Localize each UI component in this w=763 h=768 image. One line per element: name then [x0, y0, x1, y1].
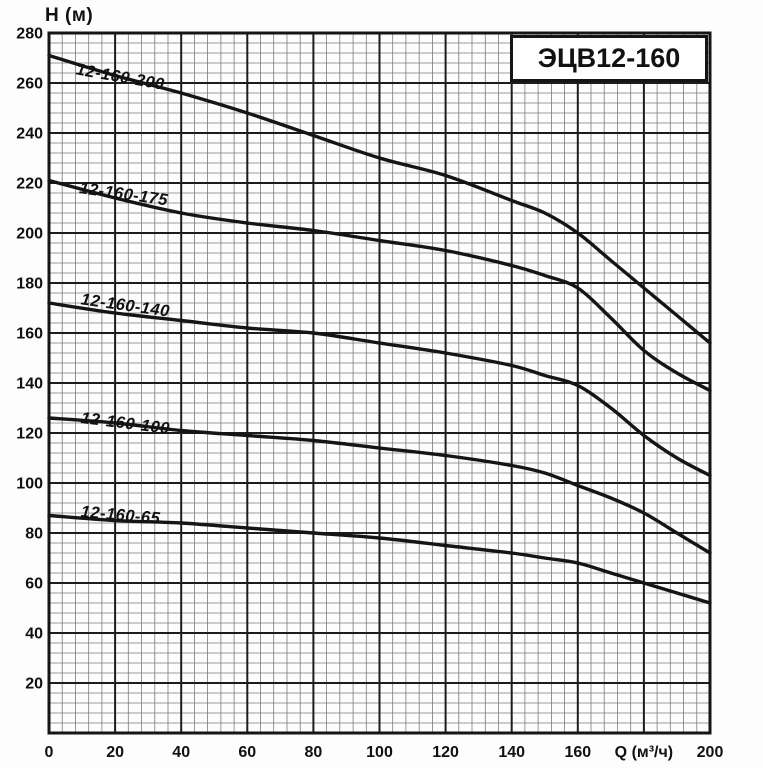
- y-tick-label-100: 100: [16, 476, 43, 493]
- y-tick-label-20: 20: [25, 676, 43, 693]
- curve-12-160-140: [47, 301, 712, 478]
- x-tick-label-100: 100: [366, 744, 393, 761]
- curve-12-160-100: [47, 416, 712, 555]
- x-tick-label-0: 0: [45, 744, 54, 761]
- y-tick-label-80: 80: [25, 526, 43, 543]
- x-tick-label-60: 60: [238, 744, 256, 761]
- y-tick-label-180: 180: [16, 276, 43, 293]
- x-tick-label-80: 80: [305, 744, 323, 761]
- y-axis-title: H (м): [45, 5, 94, 26]
- y-tick-label-40: 40: [25, 626, 43, 643]
- plot-border: [47, 31, 712, 735]
- x-tick-label-200: 200: [697, 744, 724, 761]
- grid-major: [48, 32, 711, 734]
- y-tick-label-240: 240: [16, 126, 43, 143]
- y-tick-label-160: 160: [16, 326, 43, 343]
- curve-12-160-65: [47, 513, 712, 605]
- x-tick-label-20: 20: [106, 744, 124, 761]
- y-tick-label-200: 200: [16, 226, 43, 243]
- x-tick-label-160: 160: [564, 744, 591, 761]
- y-tick-label-280: 280: [16, 26, 43, 43]
- curve-12-160-200: [47, 53, 712, 345]
- chart-title: ЭЦВ12-160: [537, 43, 681, 73]
- curve-label-12-160-65: 12-160-65: [80, 503, 161, 528]
- x-axis-title: Q (м³/ч): [615, 744, 673, 761]
- chart-title-box: ЭЦВ12-160: [510, 35, 708, 82]
- x-tick-label-40: 40: [172, 744, 190, 761]
- x-tick-label-120: 120: [432, 744, 459, 761]
- curve-12-160-175: [47, 178, 712, 393]
- y-tick-label-140: 140: [16, 376, 43, 393]
- x-tick-label-140: 140: [498, 744, 525, 761]
- y-tick-label-260: 260: [16, 76, 43, 93]
- curve-label-12-160-140: 12-160-140: [80, 290, 171, 320]
- y-tick-label-220: 220: [16, 176, 43, 193]
- y-tick-label-60: 60: [25, 576, 43, 593]
- y-tick-label-120: 120: [16, 426, 43, 443]
